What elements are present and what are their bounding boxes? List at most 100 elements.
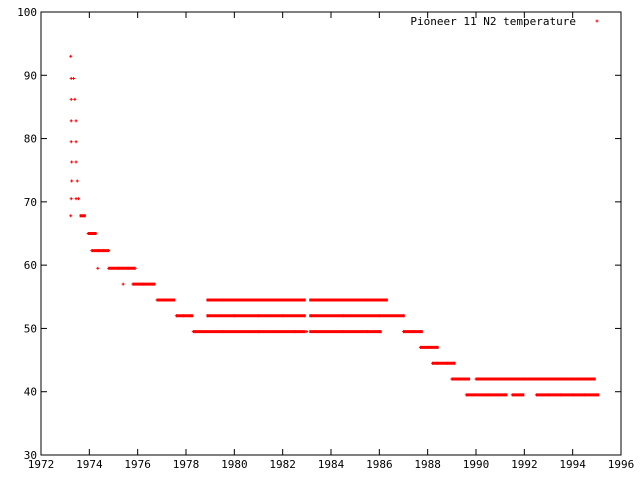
- data-point: [467, 377, 471, 381]
- x-tick-label: 1982: [269, 458, 296, 471]
- data-point: [107, 266, 111, 270]
- y-tick-label: 100: [17, 6, 37, 19]
- data-point: [464, 393, 468, 397]
- data-point: [69, 54, 73, 58]
- data-point: [107, 249, 111, 253]
- data-point: [69, 119, 73, 123]
- x-tick-label: 1994: [559, 458, 586, 471]
- data-point: [305, 330, 309, 334]
- data-point: [510, 393, 514, 397]
- data-point: [402, 314, 405, 318]
- data-point: [86, 232, 90, 235]
- data-point: [93, 232, 97, 235]
- data-point: [520, 393, 524, 397]
- data-point: [70, 179, 74, 183]
- data-point: [131, 282, 135, 286]
- y-tick-label: 50: [24, 322, 37, 335]
- data-point: [431, 361, 434, 365]
- data-point: [486, 393, 490, 397]
- data-point: [133, 266, 137, 270]
- data-point: [75, 179, 79, 183]
- data-point: [341, 330, 345, 334]
- data-point: [153, 282, 157, 286]
- data-point: [206, 314, 210, 318]
- data-point: [281, 314, 285, 318]
- data-point: [583, 393, 587, 397]
- data-point: [116, 266, 120, 270]
- data-point: [232, 314, 236, 318]
- data-point: [141, 282, 144, 286]
- data-point: [365, 330, 369, 334]
- legend-label: Pioneer 11 N2 temperature: [410, 15, 576, 28]
- data-point: [310, 298, 314, 302]
- data-point: [592, 377, 596, 381]
- data-point: [206, 298, 210, 302]
- data-point: [452, 361, 456, 365]
- data-point: [232, 298, 236, 302]
- data-point: [474, 377, 478, 381]
- data-point: [281, 298, 285, 302]
- data-point: [126, 266, 130, 270]
- axis-ticks: [40, 11, 622, 456]
- data-point: [426, 345, 430, 349]
- data-point: [155, 298, 159, 302]
- data-point: [189, 314, 193, 318]
- data-point: [341, 314, 345, 318]
- data-point: [79, 214, 83, 218]
- data-point: [498, 377, 502, 381]
- x-tick-label: 1972: [28, 458, 55, 471]
- data-point: [102, 249, 106, 253]
- data-point: [257, 330, 260, 334]
- data-point: [522, 377, 526, 381]
- axis-tick-labels: 1972 1974 1976 1978 1980 1982 1984 1986 1988 1990…: [17, 6, 634, 471]
- data-point: [547, 393, 550, 397]
- y-tick-label: 60: [24, 259, 37, 272]
- data-point: [257, 298, 260, 302]
- data-point: [74, 160, 78, 164]
- x-tick-label: 1978: [173, 458, 200, 471]
- data-point: [418, 330, 422, 334]
- data-point: [571, 377, 575, 381]
- legend-marker: [595, 19, 599, 23]
- x-tick-label: 1990: [463, 458, 490, 471]
- data-point: [365, 298, 369, 302]
- data-point: [559, 393, 563, 397]
- data-point: [293, 330, 297, 334]
- y-tick-label: 90: [24, 69, 37, 82]
- data-point: [76, 197, 80, 201]
- y-tick-label: 40: [24, 386, 37, 399]
- data-point: [69, 214, 73, 218]
- y-tick-label: 70: [24, 196, 37, 209]
- x-tick-label: 1986: [366, 458, 393, 471]
- data-point: [121, 282, 125, 286]
- data-point: [571, 393, 575, 397]
- data-point: [69, 140, 73, 144]
- data-point: [547, 377, 550, 381]
- data-point: [418, 345, 422, 349]
- data-point: [220, 330, 224, 334]
- data-point: [90, 232, 94, 235]
- data-point: [97, 249, 101, 253]
- x-tick-label: 1988: [414, 458, 441, 471]
- data-point: [302, 314, 306, 318]
- data-point: [69, 197, 73, 201]
- data-point: [174, 314, 178, 318]
- data-point: [74, 140, 78, 144]
- data-point: [191, 330, 195, 334]
- data-point: [385, 298, 389, 302]
- data-point: [503, 393, 507, 397]
- data-point: [341, 298, 345, 302]
- legend: Pioneer 11 N2 temperature: [410, 15, 599, 28]
- data-point: [450, 377, 454, 381]
- x-tick-label: 1976: [124, 458, 151, 471]
- data-point: [83, 214, 86, 218]
- data-point: [74, 119, 78, 123]
- data-point: [70, 160, 74, 164]
- data-point: [73, 97, 77, 101]
- data-point: [460, 377, 463, 381]
- data-point: [435, 361, 439, 365]
- data-point: [534, 393, 538, 397]
- x-tick-label: 1992: [511, 458, 538, 471]
- data-point: [377, 314, 381, 318]
